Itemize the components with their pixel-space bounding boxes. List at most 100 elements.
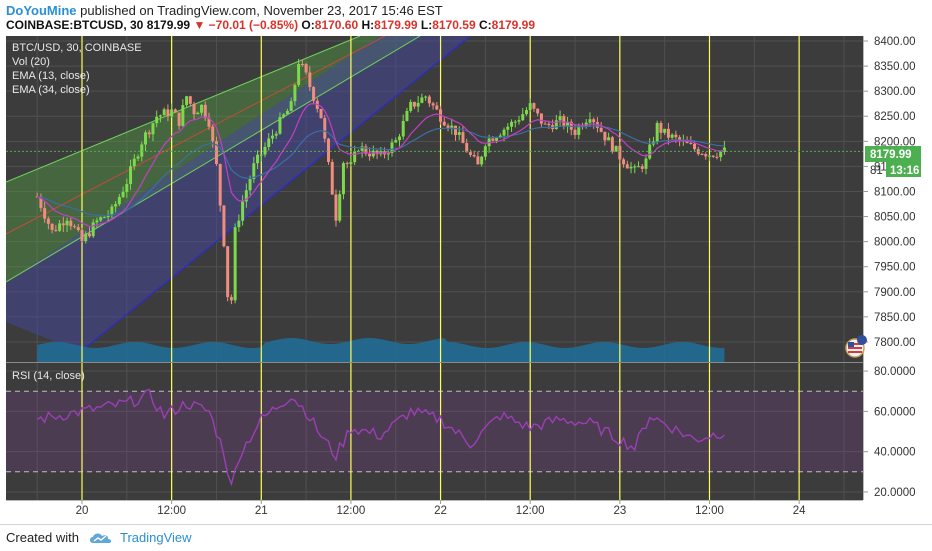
legend-title: BTC/USD, 30, COINBASE [12,42,142,54]
candle-body [707,155,711,157]
price-tick-label: 7950.00 [874,262,916,274]
candle-body [659,122,663,133]
legend-vol[interactable]: Vol (20) [12,56,50,68]
close-value: 8179.99 [491,18,536,32]
candle-body [588,119,592,123]
candle-body [244,190,248,202]
price-change: −70.01 (−0.85%) [208,18,299,32]
candle-body [267,138,271,147]
candle-body [188,96,192,104]
candle-body [558,116,562,121]
candle-body [454,125,457,135]
candle-body [368,153,372,157]
candle-body [666,128,670,138]
candle-body [73,226,77,228]
candle-body [513,121,517,123]
flag-indicator-icon[interactable] [845,335,867,358]
candle-body [465,143,469,153]
candle-body [704,154,708,157]
candle-body [614,145,618,152]
candle-body [121,191,125,198]
candle-body [155,116,159,124]
down-arrow-icon: ▼ [193,18,206,32]
candle-body [670,134,674,138]
candle-body [87,233,91,237]
open-value: 8170.60 [314,18,359,32]
candle-body [308,72,312,88]
candle-body [229,297,233,301]
candle-body [263,146,267,155]
high-value: 8179.99 [374,18,418,32]
close-label: C: [478,18,492,32]
candle-body [431,103,435,106]
price-axis[interactable] [863,36,932,500]
candle-body [46,218,50,224]
time-tick-label: 23 [613,505,626,517]
candle-body [416,102,420,107]
candle-body [147,132,151,135]
tradingview-brand[interactable]: TradingView [120,530,192,545]
candle-body [248,179,252,191]
chart-svg[interactable]: BTC/USD, 30, COINBASE Vol (20) EMA (13, … [0,34,932,524]
candle-body [39,196,43,209]
candle-body [353,151,357,163]
candle-body [289,101,293,111]
candle-body [607,137,611,141]
candle-body [566,121,570,127]
time-tick-label: 12:00 [337,505,366,517]
candle-body [427,96,431,104]
candle-body [405,110,409,121]
candle-body [390,142,394,153]
candle-body [327,138,331,162]
volume-area [37,338,725,362]
chart-header: DoYouMine published on TradingView.com, … [0,0,932,34]
candle-body [495,137,499,141]
candle-body [722,147,726,152]
candle-body [678,137,682,141]
price-tick-label: 7800.00 [874,337,916,349]
symbol-label: COINBASE:BTCUSD, 30 [6,18,144,32]
rsi-legend[interactable]: RSI (14, close) [12,370,85,382]
candle-body [640,166,644,169]
candle-body [334,194,338,221]
time-tick-label: 24 [793,505,806,517]
candle-body [510,121,514,127]
candle-body [65,220,69,226]
candle-body [61,223,65,226]
candle-body [69,220,73,227]
created-with-text: Created with [6,530,79,545]
candle-body [394,140,398,143]
legend-ema34[interactable]: EMA (34, close) [12,84,90,96]
blue-channel-bottom [79,36,471,353]
price-tick-label: 8300.00 [874,86,916,98]
candle-body [360,146,364,151]
candle-body [450,125,454,129]
candle-body [54,229,58,231]
candle-body [99,217,103,221]
tradingview-cloud-icon[interactable] [88,531,114,545]
rsi-pane[interactable] [6,363,863,500]
time-tick-label: 12:00 [157,505,186,517]
candle-body [528,103,532,111]
time-axis[interactable] [0,500,932,524]
candle-body [468,152,472,155]
low-value: 8170.59 [432,18,476,32]
legend-ema13[interactable]: EMA (13, close) [12,70,90,82]
candle-body [543,123,547,125]
candle-body [599,127,603,132]
publish-line: DoYouMine published on TradingView.com, … [6,3,443,18]
candle-body [655,122,659,142]
candle-body [610,137,614,152]
candle-body [693,143,697,150]
blue-channel [6,36,470,352]
candle-body [498,135,502,138]
candle-body [43,208,47,219]
price-tick-label: 8000.00 [874,237,916,249]
candle-body [711,155,715,157]
author-name[interactable]: DoYouMine [6,3,77,18]
price-tick-label: 7900.00 [874,287,916,299]
candle-body [330,161,334,195]
chart-area[interactable]: BTC/USD, 30, COINBASE Vol (20) EMA (13, … [0,34,932,524]
rsi-tick-label: 60.0000 [874,406,916,418]
candle-body [483,146,487,157]
